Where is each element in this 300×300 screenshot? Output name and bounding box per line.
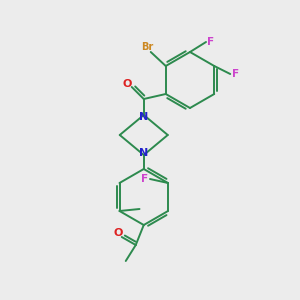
Text: O: O — [122, 79, 131, 89]
Text: N: N — [139, 112, 148, 122]
Text: F: F — [207, 37, 214, 47]
Text: F: F — [232, 69, 239, 79]
Text: Br: Br — [141, 42, 153, 52]
Text: F: F — [141, 174, 148, 184]
Text: N: N — [139, 148, 148, 158]
Text: O: O — [113, 228, 122, 238]
